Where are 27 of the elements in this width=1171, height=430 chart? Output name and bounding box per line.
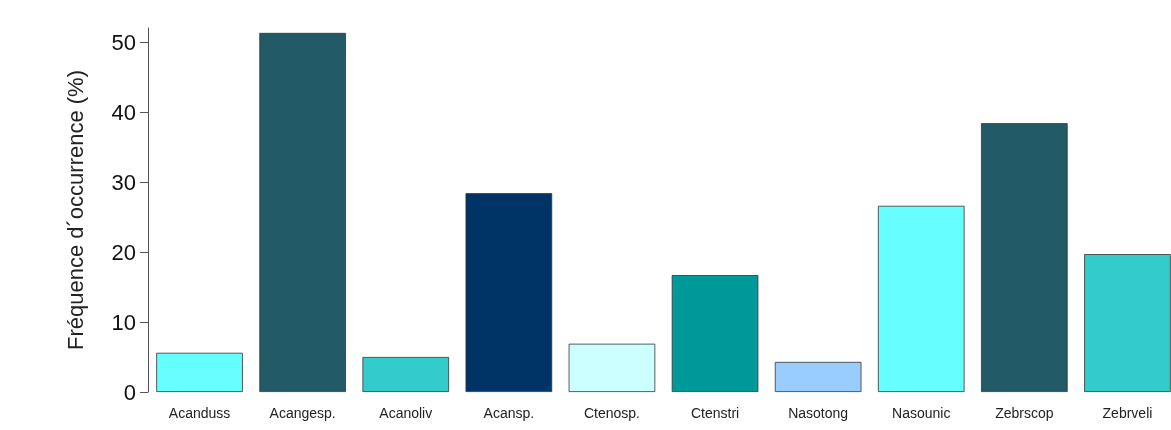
x-tick-label: Acangesp. <box>269 405 336 421</box>
x-tick-label: Zebrscop <box>995 405 1054 421</box>
bar <box>362 357 450 392</box>
x-tick-label: Zebrveli <box>1102 405 1153 421</box>
x-tick-label: Acansp. <box>483 405 535 421</box>
bar <box>465 193 553 392</box>
bar <box>981 123 1068 392</box>
y-tick-label: 10 <box>111 309 136 335</box>
y-tick-label: 50 <box>111 29 136 55</box>
y-tick-label: 30 <box>111 169 136 195</box>
x-tick-label: Nasounic <box>892 405 951 421</box>
x-tick-label: Acanoliv <box>379 405 433 421</box>
bar <box>877 205 965 392</box>
x-tick-label: Ctenstri <box>690 405 740 421</box>
y-axis-title: Fréquence d´occurrence (%) <box>62 69 88 351</box>
x-tick-label: Nasotong <box>788 405 849 421</box>
y-tick-label: 0 <box>123 379 136 405</box>
bar <box>259 32 346 392</box>
y-tick-label: 20 <box>111 239 136 265</box>
bar <box>568 343 656 392</box>
bar <box>156 352 243 392</box>
bar <box>671 275 759 392</box>
bar <box>774 361 862 392</box>
bar <box>1084 254 1171 392</box>
x-tick-label: Acanduss <box>168 405 231 421</box>
x-tick-label: Ctenosp. <box>583 405 640 421</box>
y-tick-label: 40 <box>111 99 136 125</box>
